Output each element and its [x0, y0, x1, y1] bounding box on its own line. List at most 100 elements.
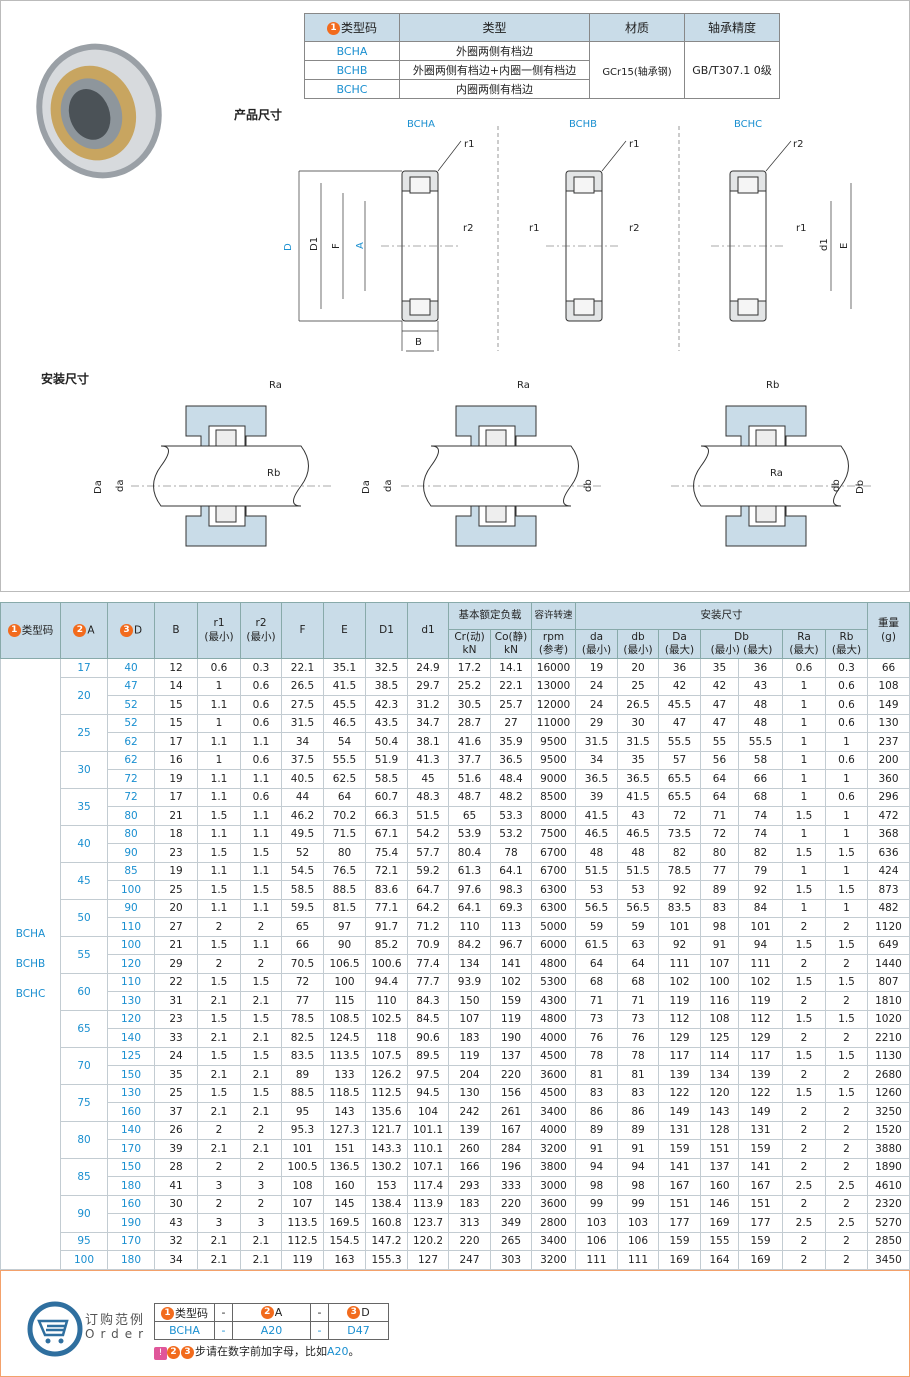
table-row: 60 110 22 1.5 1.5 72 100 94.4 77.7 93.9 102 5300 68 6… [1, 972, 910, 1011]
cell: 95.3 [281, 1120, 324, 1140]
cell: 139 [737, 1065, 784, 1085]
cell: 106.5 [323, 954, 366, 974]
cell: 80 [107, 806, 155, 826]
cell: 112 [658, 1009, 701, 1029]
cell: 2.1 [240, 1139, 282, 1159]
cell-A: 75 [60, 1083, 108, 1122]
cell: 76.5 [323, 861, 366, 881]
cell: 2.1 [197, 1139, 241, 1159]
cell: 107.1 [407, 1157, 449, 1177]
cell: 115 [323, 991, 366, 1011]
cell: 1.1 [197, 824, 241, 844]
cell: 36.5 [490, 750, 532, 770]
label-r1: r1 [529, 223, 539, 234]
cell: 8000 [531, 806, 576, 826]
cell: 170 [107, 1231, 155, 1251]
cell: 71 [700, 806, 739, 826]
cell: 150 [107, 1157, 155, 1177]
type-desc: 外圈两侧有档边+内圈一侧有档边 [399, 60, 590, 80]
cell: 5300 [531, 972, 576, 992]
cell: 167 [737, 1176, 784, 1196]
cell: 102 [737, 972, 784, 992]
label-F: F [331, 243, 342, 249]
cell: 177 [737, 1213, 784, 1233]
cell: 6000 [531, 935, 576, 955]
cell: 159 [490, 991, 532, 1011]
cell: 1 [782, 750, 826, 770]
cell: 118.5 [323, 1083, 366, 1103]
col-F: F [281, 602, 324, 659]
cell: 94 [575, 1157, 618, 1177]
table-row: 85 150 28 2 2 100.5 136.5 130.2 107.1 166 196 3800 9… [1, 1157, 910, 1196]
label-Db: Db [855, 480, 866, 494]
cell: 82 [737, 843, 784, 863]
cell: 43 [154, 1213, 198, 1233]
cell-A: 35 [60, 787, 108, 826]
precision: GB/T307.1 0级 [684, 41, 780, 99]
cell: 1 [197, 676, 241, 696]
cell: 2 [782, 1028, 826, 1048]
col-d1: d1 [407, 602, 449, 659]
cell: 114 [700, 1046, 739, 1066]
cell: 1 [197, 713, 241, 733]
cell: 2210 [867, 1028, 910, 1048]
table-row: 72 19 1.1 1.1 40.5 62.5 58.5 45 51.6 48.4 9000 36.5… [1, 769, 910, 789]
cell: 25 [617, 676, 659, 696]
cell: 204 [448, 1065, 491, 1085]
cell: 70.5 [281, 954, 324, 974]
cell: 159 [737, 1139, 784, 1159]
label-Ra: Ra [770, 468, 783, 479]
cell: 1.5 [197, 972, 241, 992]
table-row: 25 52 15 1 0.6 31.5 46.5 43.5 34.7 28.7 27 11000 29 3… [1, 713, 910, 752]
install-dimension-drawings: Ra Rb Ra Rb Ra Da da Da da db db Db [93, 380, 871, 547]
col-Da: Da (最大) [658, 629, 701, 659]
cell: 89 [617, 1120, 659, 1140]
cell: 14.1 [490, 658, 532, 678]
cell: 53 [617, 880, 659, 900]
cell: 89.5 [407, 1046, 449, 1066]
cell: 160 [107, 1194, 155, 1214]
cell-A: 20 [60, 676, 108, 715]
cell: 113 [490, 917, 532, 937]
cell: 2 [825, 1250, 868, 1270]
view-label-bchc: BCHC [734, 119, 763, 130]
cell: 1 [825, 769, 868, 789]
cell: 649 [867, 935, 910, 955]
cell: 98.3 [490, 880, 532, 900]
cell: 77.4 [407, 954, 449, 974]
label-D1: D1 [309, 237, 320, 251]
cell: 2 [825, 1231, 868, 1251]
cell: 41.6 [448, 732, 491, 752]
header-type: 类型 [399, 13, 590, 42]
cell: 149 [658, 1102, 701, 1122]
cell: 151 [323, 1139, 366, 1159]
cell: 2680 [867, 1065, 910, 1085]
cell: 110 [107, 917, 155, 937]
cell: 42 [658, 676, 701, 696]
cell: 71.2 [407, 917, 449, 937]
cell: 15 [154, 695, 198, 715]
cell: 94 [737, 935, 784, 955]
cell: 200 [867, 750, 910, 770]
cell: 65 [281, 917, 324, 937]
cell: 91 [617, 1139, 659, 1159]
cell: 2.1 [240, 991, 282, 1011]
table-row: 62 17 1.1 1.1 34 54 50.4 38.1 41.6 35.9 9500 31.5 31… [1, 732, 910, 752]
cell: 91 [700, 935, 739, 955]
cell: 140 [107, 1028, 155, 1048]
cell: 2 [782, 1231, 826, 1251]
cell: 0.6 [240, 713, 282, 733]
label-Da: Da [93, 480, 104, 494]
cell: 1.5 [197, 806, 241, 826]
cell: 134 [700, 1065, 739, 1085]
cell: 90.6 [407, 1028, 449, 1048]
cell: 45.5 [323, 695, 366, 715]
cell: 113.9 [407, 1194, 449, 1214]
table-row: 190 43 3 3 113.5 169.5 160.8 123.7 313 349 2800 103… [1, 1213, 910, 1233]
cell: 81.5 [323, 898, 366, 918]
cell: 138.4 [365, 1194, 408, 1214]
col-weight: 重量 (g) [867, 602, 910, 659]
cell: 1.1 [197, 769, 241, 789]
cell: 1 [782, 732, 826, 752]
cell: 104 [407, 1102, 449, 1122]
